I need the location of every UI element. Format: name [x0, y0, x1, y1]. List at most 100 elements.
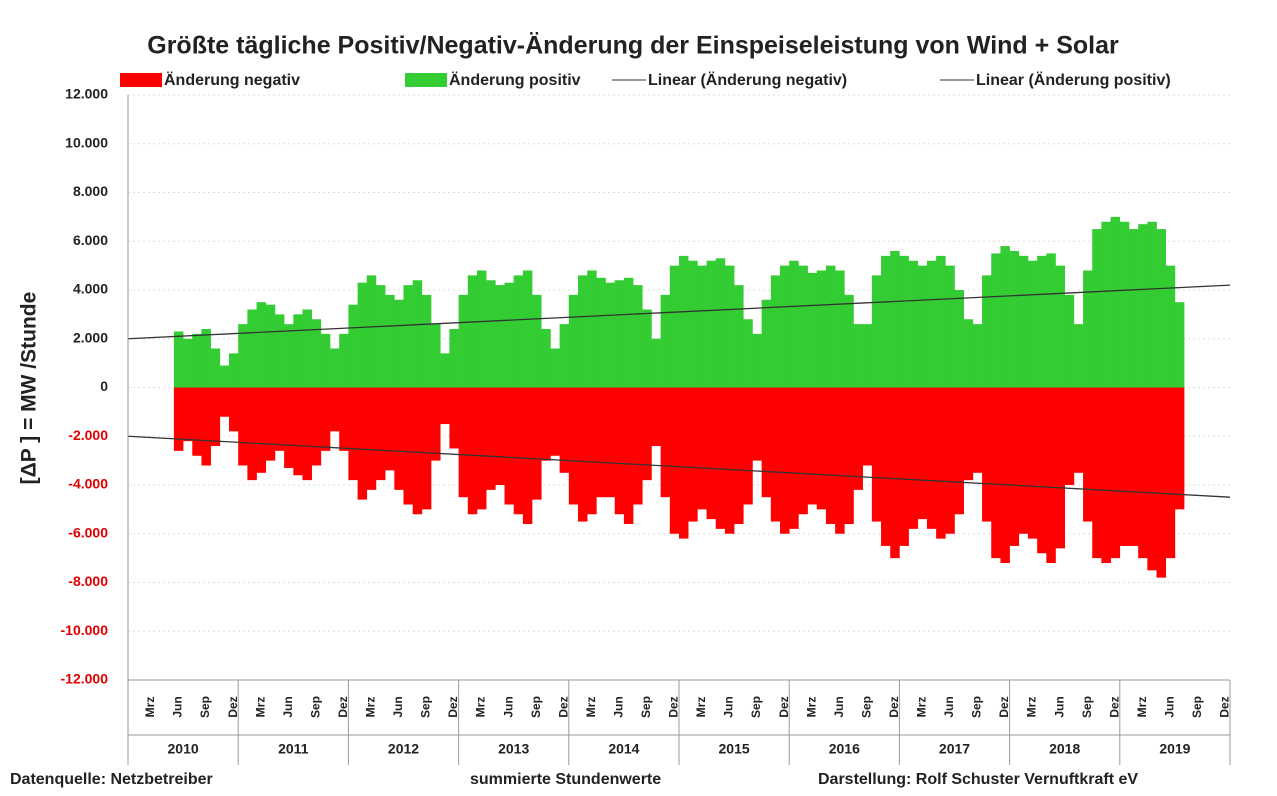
- bar: [972, 324, 983, 388]
- bar: [1138, 224, 1148, 388]
- bar: [375, 387, 386, 481]
- bar: [669, 265, 680, 388]
- y-tick-label: 8.000: [73, 183, 108, 199]
- y-tick-label: 4.000: [73, 281, 108, 297]
- bar: [587, 387, 597, 515]
- bar: [568, 294, 579, 388]
- bar: [972, 387, 983, 473]
- bar: [715, 387, 726, 529]
- bar: [1156, 229, 1167, 388]
- bar: [945, 387, 955, 534]
- bar: [467, 275, 478, 388]
- bar: [982, 275, 992, 388]
- bar: [476, 270, 487, 388]
- bar: [1000, 387, 1010, 563]
- x-tick-label: Mrz: [694, 697, 708, 718]
- legend-label: Änderung positiv: [449, 71, 581, 89]
- x-tick-label: Jun: [942, 696, 956, 717]
- bar: [513, 387, 524, 515]
- bar: [1073, 324, 1084, 388]
- bar: [881, 255, 891, 388]
- bar: [330, 348, 340, 388]
- bar: [724, 265, 735, 388]
- bar: [238, 387, 248, 466]
- x-tick-label: Jun: [281, 696, 295, 717]
- x-tick-label: Mrz: [1025, 697, 1039, 718]
- y-tick-label: 0: [100, 378, 108, 394]
- bar: [1165, 387, 1176, 559]
- bar: [302, 309, 312, 388]
- legend-label: Änderung negativ: [164, 71, 300, 89]
- bar: [614, 387, 625, 515]
- bar: [293, 314, 303, 388]
- bar: [449, 329, 459, 388]
- bar: [1037, 387, 1047, 554]
- x-tick-label: Dez: [446, 696, 460, 717]
- bar: [679, 255, 689, 388]
- bar: [513, 275, 524, 388]
- bar: [614, 280, 625, 388]
- x-tick-label: Sep: [1190, 696, 1204, 718]
- x-tick-label: Sep: [639, 696, 653, 718]
- y-tick-label: 2.000: [73, 329, 108, 345]
- y-tick-label: 6.000: [73, 232, 108, 248]
- x-tick-label: Dez: [997, 696, 1011, 717]
- bar: [495, 285, 505, 388]
- x-tick-label: Jun: [1052, 696, 1066, 717]
- bar: [348, 304, 358, 388]
- bar: [1037, 255, 1047, 388]
- bar: [871, 275, 882, 388]
- bar: [715, 258, 726, 388]
- bar: [587, 270, 597, 388]
- trend-line: [127, 435, 1231, 498]
- bar: [1064, 387, 1075, 485]
- x-tick-label: Sep: [529, 696, 543, 718]
- bar: [954, 290, 964, 388]
- bar: [486, 387, 496, 490]
- year-label: 2014: [608, 741, 639, 757]
- legend-label: Linear (Änderung negativ): [648, 71, 847, 89]
- bar: [229, 353, 239, 388]
- y-tick-label: -12.000: [61, 671, 109, 687]
- x-tick-label: Jun: [611, 696, 625, 717]
- bar: [844, 294, 854, 388]
- bar: [1073, 387, 1084, 473]
- bar: [449, 387, 459, 449]
- y-tick-label: 12.000: [65, 86, 108, 102]
- bar: [1083, 270, 1093, 388]
- bar: [743, 387, 753, 505]
- bar: [623, 277, 634, 388]
- bar: [458, 387, 469, 498]
- bar: [385, 294, 395, 388]
- bar: [697, 387, 707, 510]
- footer: Datenquelle: Netzbetreiber: [10, 771, 213, 788]
- bar: [770, 275, 781, 388]
- bar: [394, 299, 404, 388]
- bar: [1174, 302, 1185, 388]
- bar: [522, 270, 533, 388]
- bar: [431, 324, 441, 388]
- bar: [559, 324, 570, 388]
- bar: [1101, 387, 1111, 563]
- x-tick-label: Jun: [501, 696, 515, 717]
- legend-label: Linear (Änderung positiv): [976, 71, 1171, 89]
- bar: [651, 387, 661, 446]
- bar: [899, 387, 909, 546]
- bar: [770, 387, 781, 522]
- bar: [219, 365, 230, 388]
- bar: [1147, 221, 1157, 388]
- bar: [339, 333, 349, 388]
- bar: [330, 387, 340, 432]
- bar: [1018, 387, 1029, 534]
- y-tick-label: -6.000: [68, 524, 108, 540]
- bar: [954, 387, 964, 515]
- year-label: 2012: [388, 741, 419, 757]
- bar: [219, 387, 230, 417]
- bar: [835, 270, 845, 388]
- y-tick-label: -2.000: [68, 427, 108, 443]
- bar: [1046, 253, 1056, 388]
- bar: [1101, 221, 1111, 388]
- bar: [293, 387, 303, 476]
- bar: [173, 331, 184, 388]
- bar: [183, 338, 193, 388]
